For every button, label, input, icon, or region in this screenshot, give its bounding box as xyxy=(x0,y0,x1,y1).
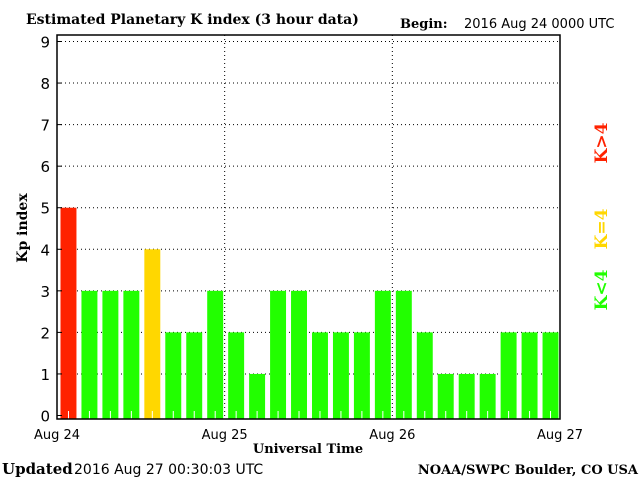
legend: K>4 K=4 K<4 xyxy=(592,122,612,310)
legend-item: K<4 xyxy=(592,269,612,310)
chart-title: Estimated Planetary K index (3 hour data… xyxy=(26,12,359,28)
kp-bar xyxy=(228,332,245,419)
y-tick-label: 5 xyxy=(40,200,50,218)
kp-bar xyxy=(458,373,475,419)
kp-bar xyxy=(479,373,496,419)
grid-lines xyxy=(57,35,560,419)
kp-bar xyxy=(270,290,287,419)
kp-bar xyxy=(521,332,538,419)
bars xyxy=(60,207,559,419)
kp-bar xyxy=(60,207,77,419)
x-axis-label: Universal Time xyxy=(253,442,363,457)
begin-value: 2016 Aug 24 0000 UTC xyxy=(464,17,614,32)
updated-label: Updated xyxy=(2,460,73,478)
y-tick-label: 2 xyxy=(40,324,50,342)
plot-frame xyxy=(56,34,561,420)
y-tick-label: 0 xyxy=(40,408,50,426)
kp-bar xyxy=(291,290,307,419)
y-tick-label: 9 xyxy=(40,34,50,52)
y-tick-label: 6 xyxy=(40,158,50,176)
kp-bar xyxy=(144,249,161,419)
y-axis-label: Kp index xyxy=(15,193,31,263)
y-tick-label: 7 xyxy=(40,117,50,135)
y-tick-label: 1 xyxy=(40,366,50,384)
kp-bar xyxy=(207,290,224,419)
y-tick-label: 8 xyxy=(40,75,50,93)
kp-bar xyxy=(542,332,559,419)
kp-bar xyxy=(165,332,182,419)
x-tick-label: Aug 25 xyxy=(202,428,248,443)
kp-bar xyxy=(123,290,140,419)
legend-item: K=4 xyxy=(592,208,612,249)
kp-bar xyxy=(186,332,203,419)
kp-bar xyxy=(416,332,433,419)
y-tick-label: 4 xyxy=(40,241,50,259)
y-tick-label: 3 xyxy=(40,283,50,301)
kp-bar xyxy=(81,290,98,419)
source-credit: NOAA/SWPC Boulder, CO USA xyxy=(418,463,639,478)
legend-item: K>4 xyxy=(592,122,612,163)
kp-bar xyxy=(102,290,119,419)
x-tick-label: Aug 27 xyxy=(537,428,583,443)
kp-bar xyxy=(437,373,454,419)
kp-bar xyxy=(312,332,328,419)
kp-bar xyxy=(249,373,266,419)
x-tick-label: Aug 26 xyxy=(369,428,415,443)
x-tick-labels: Aug 24 Aug 25 Aug 26 Aug 27 xyxy=(34,428,583,443)
kp-bar xyxy=(395,290,412,419)
begin-label: Begin: xyxy=(400,17,448,32)
kp-bar xyxy=(374,290,391,419)
y-tick-labels: 0 1 2 3 4 5 6 7 8 9 xyxy=(40,34,62,426)
x-tick-label: Aug 24 xyxy=(34,428,80,443)
kp-bar xyxy=(500,332,517,419)
updated-value: 2016 Aug 27 00:30:03 UTC xyxy=(74,462,263,478)
kp-bar xyxy=(353,332,370,419)
kp-bar xyxy=(332,332,349,419)
